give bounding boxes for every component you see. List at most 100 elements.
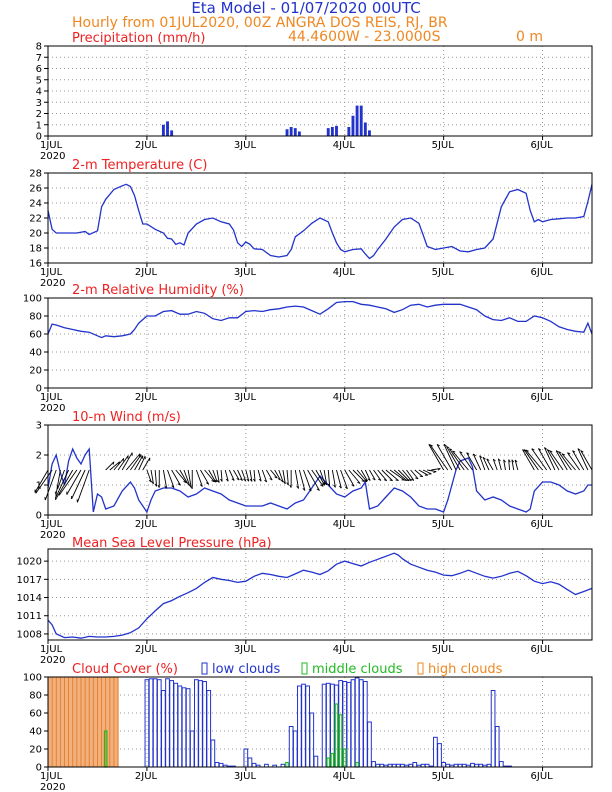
x-tick-label: 2JUL	[135, 771, 158, 782]
wind-barb	[482, 457, 490, 471]
x-tick-label: 4JUL	[333, 267, 356, 278]
precip-bar	[326, 128, 330, 136]
wind-barb	[448, 448, 465, 471]
wind-barb	[233, 469, 240, 481]
wind-barb	[402, 469, 412, 482]
mid-cloud-bar	[326, 757, 331, 768]
wind-barb-head	[243, 478, 246, 482]
wind-barb-head	[344, 486, 348, 490]
y-tick-label: 0	[36, 511, 42, 522]
wind-barb	[146, 469, 152, 483]
wind-barb	[522, 449, 535, 471]
wind-barb	[352, 469, 365, 482]
low-cloud-bar	[325, 682, 331, 768]
wind-barb	[183, 469, 191, 486]
wind-barb	[44, 469, 57, 501]
low-cloud-bar	[152, 678, 158, 768]
precip-bar	[330, 127, 334, 136]
wind-barb	[531, 448, 548, 471]
wind-barb-head	[410, 478, 415, 481]
x-tick-label: 4JUL	[333, 519, 356, 530]
wind-barb-head	[372, 478, 376, 481]
x-tick-label: 2JUL	[135, 392, 158, 403]
y-tick-label: 1014	[17, 593, 42, 604]
wind-barb-head	[236, 478, 240, 481]
y-tick-label: 2	[36, 109, 42, 120]
x-tick-label: 4JUL	[333, 392, 356, 403]
wind-barb	[298, 469, 306, 491]
wind-barb	[492, 458, 498, 471]
wind-barb	[257, 469, 262, 482]
wind-barb	[466, 452, 477, 471]
wind-barb	[336, 469, 342, 489]
wind-barb	[443, 444, 457, 471]
wind-barb	[428, 444, 445, 471]
x-tick-label: 3JUL	[234, 644, 257, 655]
wind-barb	[138, 456, 146, 471]
mid-cloud-bar	[338, 714, 343, 768]
wind-barb-head	[367, 478, 371, 481]
wind-barb	[537, 448, 552, 471]
wind-barb-head	[157, 484, 160, 488]
low-cloud-bar	[169, 680, 174, 768]
x-tick-label: 6JUL	[531, 519, 554, 530]
panel-slp: 1008 1011 1014 1017 1020 1JUL 2JUL 3JUL 4JUL 5JUL…	[17, 536, 593, 666]
wind-barb-head	[220, 478, 223, 482]
wind-barb	[319, 469, 326, 485]
y-tick-label: 20	[29, 745, 42, 756]
wind-barb	[397, 469, 410, 482]
wind-barb	[567, 452, 581, 471]
x-tick-label: 5JUL	[432, 771, 455, 782]
x-tick-label: 6JUL	[531, 140, 554, 151]
wind-barb-head	[580, 450, 584, 453]
wind-barb	[303, 469, 312, 492]
wind-barb-head	[214, 479, 218, 483]
wind-barb-head	[473, 453, 476, 457]
legend-low-clouds-swatch	[201, 662, 208, 675]
wind-barb	[459, 451, 473, 471]
wind-barb	[130, 454, 142, 471]
x-tick-label: 3JUL	[234, 519, 257, 530]
wind-barb-head	[577, 448, 581, 451]
wind-barb	[204, 469, 215, 482]
wind-barb-head	[498, 458, 501, 462]
wind-barb	[266, 469, 273, 481]
wind-barb-head	[389, 479, 393, 482]
precip-bar	[351, 115, 355, 136]
x-tick-label: 1JUL	[40, 519, 63, 530]
wind-barb	[377, 469, 388, 482]
wind-barb-head	[264, 479, 267, 483]
low-cloud-bar	[350, 679, 356, 768]
wind-barb-head	[286, 482, 289, 486]
precip-bar	[335, 125, 338, 136]
y-tick-label: 60	[29, 709, 42, 720]
low-cloud-bar	[371, 761, 376, 768]
legend-middle-clouds: middle clouds	[312, 662, 403, 677]
low-cloud-bar	[470, 762, 475, 768]
low-cloud-bar	[198, 680, 203, 768]
x-tick-label: 5JUL	[432, 392, 455, 403]
wind-barb	[307, 469, 320, 491]
wind-barb	[525, 449, 543, 471]
wind-barb-head	[177, 483, 181, 486]
wind-barb-head	[277, 478, 281, 481]
y-tick-label: 1008	[17, 629, 42, 640]
wind-barb-head	[443, 443, 447, 447]
y-tick-label: 8	[36, 42, 42, 53]
wind-barb	[195, 469, 203, 487]
y-tick-label: 7	[36, 53, 42, 64]
wind-barb	[175, 469, 187, 483]
wind-barb	[121, 452, 133, 471]
low-cloud-bar	[156, 679, 162, 768]
low-cloud-bar	[214, 762, 220, 768]
wind-barb	[446, 446, 461, 471]
low-cloud-bar	[490, 690, 496, 768]
low-cloud-bar	[494, 726, 500, 768]
wind-barb-head	[333, 484, 336, 488]
y-tick-label: 16	[29, 259, 42, 270]
wind-barb	[216, 469, 220, 483]
wind-barb	[171, 469, 181, 486]
x-year-label: 2020	[40, 782, 65, 792]
